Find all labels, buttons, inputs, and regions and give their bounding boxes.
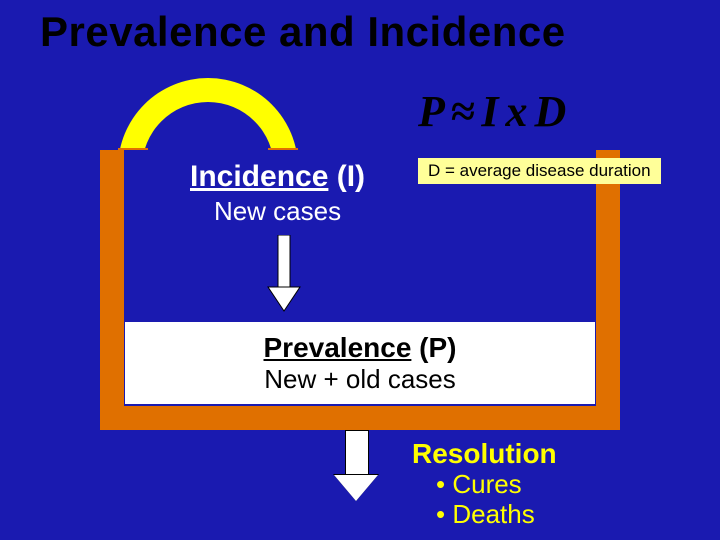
resolution-block: Resolution • Cures • Deaths <box>412 438 557 530</box>
formula-text: P ≈ I x D <box>418 86 658 148</box>
slide: Prevalence and Incidence P ≈ I x D Incid… <box>0 0 720 540</box>
prevalence-heading-rest: (P) <box>411 332 456 363</box>
incidence-heading-underlined: Incidence <box>190 160 328 193</box>
resolution-heading: Resolution <box>412 438 557 470</box>
incidence-label: Incidence (I) New cases <box>190 160 365 227</box>
incidence-arrow-icon <box>266 235 302 313</box>
drain-arrow-icon <box>334 430 378 500</box>
resolution-bullet-2: • Deaths <box>436 500 557 530</box>
resolution-bullet-1: • Cures <box>436 470 557 500</box>
slide-title: Prevalence and Incidence <box>40 8 566 56</box>
incidence-heading-rest: (I) <box>328 160 365 193</box>
duration-note: D = average disease duration <box>418 158 661 184</box>
incidence-sub: New cases <box>190 196 365 227</box>
incidence-heading: Incidence (I) <box>190 160 365 194</box>
prevalence-sub: New + old cases <box>264 364 455 395</box>
prevalence-pool: Prevalence (P) New + old cases <box>125 322 595 404</box>
prevalence-heading-underlined: Prevalence <box>264 332 412 363</box>
prevalence-heading: Prevalence (P) <box>264 332 457 364</box>
